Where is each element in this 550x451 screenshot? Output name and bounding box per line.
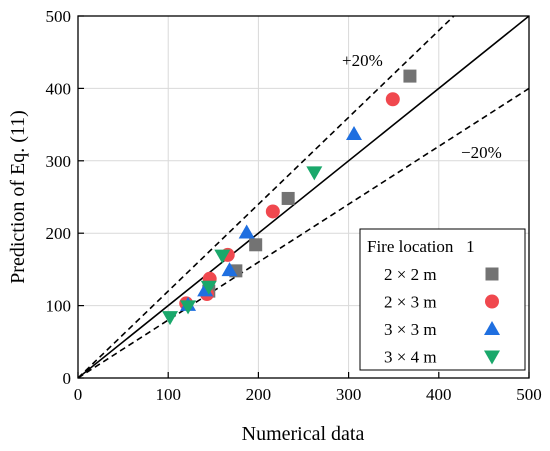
x-tick-label: 0 — [74, 385, 83, 404]
y-axis-title: Prediction of Eq. (11) — [7, 110, 29, 284]
data-point — [200, 280, 217, 295]
y-tick-label: 400 — [46, 79, 72, 98]
y-tick-label: 500 — [46, 7, 72, 26]
data-point — [265, 204, 280, 219]
legend-label: 2 × 2 m — [384, 265, 437, 284]
data-point — [180, 300, 197, 315]
x-tick-label: 300 — [336, 385, 362, 404]
x-tick-label: 400 — [426, 385, 452, 404]
data-point — [346, 126, 363, 141]
y-tick-label: 0 — [63, 369, 72, 388]
legend-marker — [484, 350, 500, 365]
data-point — [221, 262, 238, 277]
reference-lines — [78, 16, 529, 378]
x-tick-label: 100 — [155, 385, 181, 404]
y-tick-label: 100 — [46, 297, 72, 316]
plus-20-label: +20% — [342, 51, 383, 70]
legend-label: 3 × 3 m — [384, 320, 437, 339]
data-point — [281, 191, 295, 205]
x-tick-label: 500 — [516, 385, 542, 404]
data-point — [403, 69, 417, 83]
data-point — [306, 166, 323, 181]
data-point — [214, 249, 231, 264]
data-point — [249, 238, 263, 252]
data-points — [162, 69, 417, 326]
legend-marker — [484, 321, 500, 335]
legend-title: Fire location 1 — [367, 237, 475, 256]
plus-20-line — [78, 16, 455, 378]
legend-label: 2 × 3 m — [384, 293, 437, 312]
x-axis-title: Numerical data — [242, 423, 365, 445]
legend: Fire location 1 2 × 2 m 2 × 3 m 3 × 3 m 3 ×… — [359, 228, 526, 371]
y-tick-label: 300 — [46, 152, 72, 171]
plot-frame — [77, 15, 530, 379]
y-tick-label: 200 — [46, 224, 72, 243]
minus-20-label: −20% — [461, 143, 502, 162]
legend-label: 3 × 4 m — [384, 348, 437, 367]
legend-entries: 2 × 2 m 2 × 3 m 3 × 3 m 3 × 4 m — [384, 265, 500, 367]
legend-marker — [485, 267, 499, 281]
legend-marker — [485, 294, 499, 309]
axis-ticks: 0 100 200 300 400 500 0 100 200 300 400 500 — [46, 7, 542, 404]
x-tick-label: 200 — [246, 385, 272, 404]
one-to-one-line — [78, 16, 529, 378]
data-point — [162, 311, 179, 326]
data-point — [238, 224, 255, 239]
data-point — [385, 92, 400, 107]
